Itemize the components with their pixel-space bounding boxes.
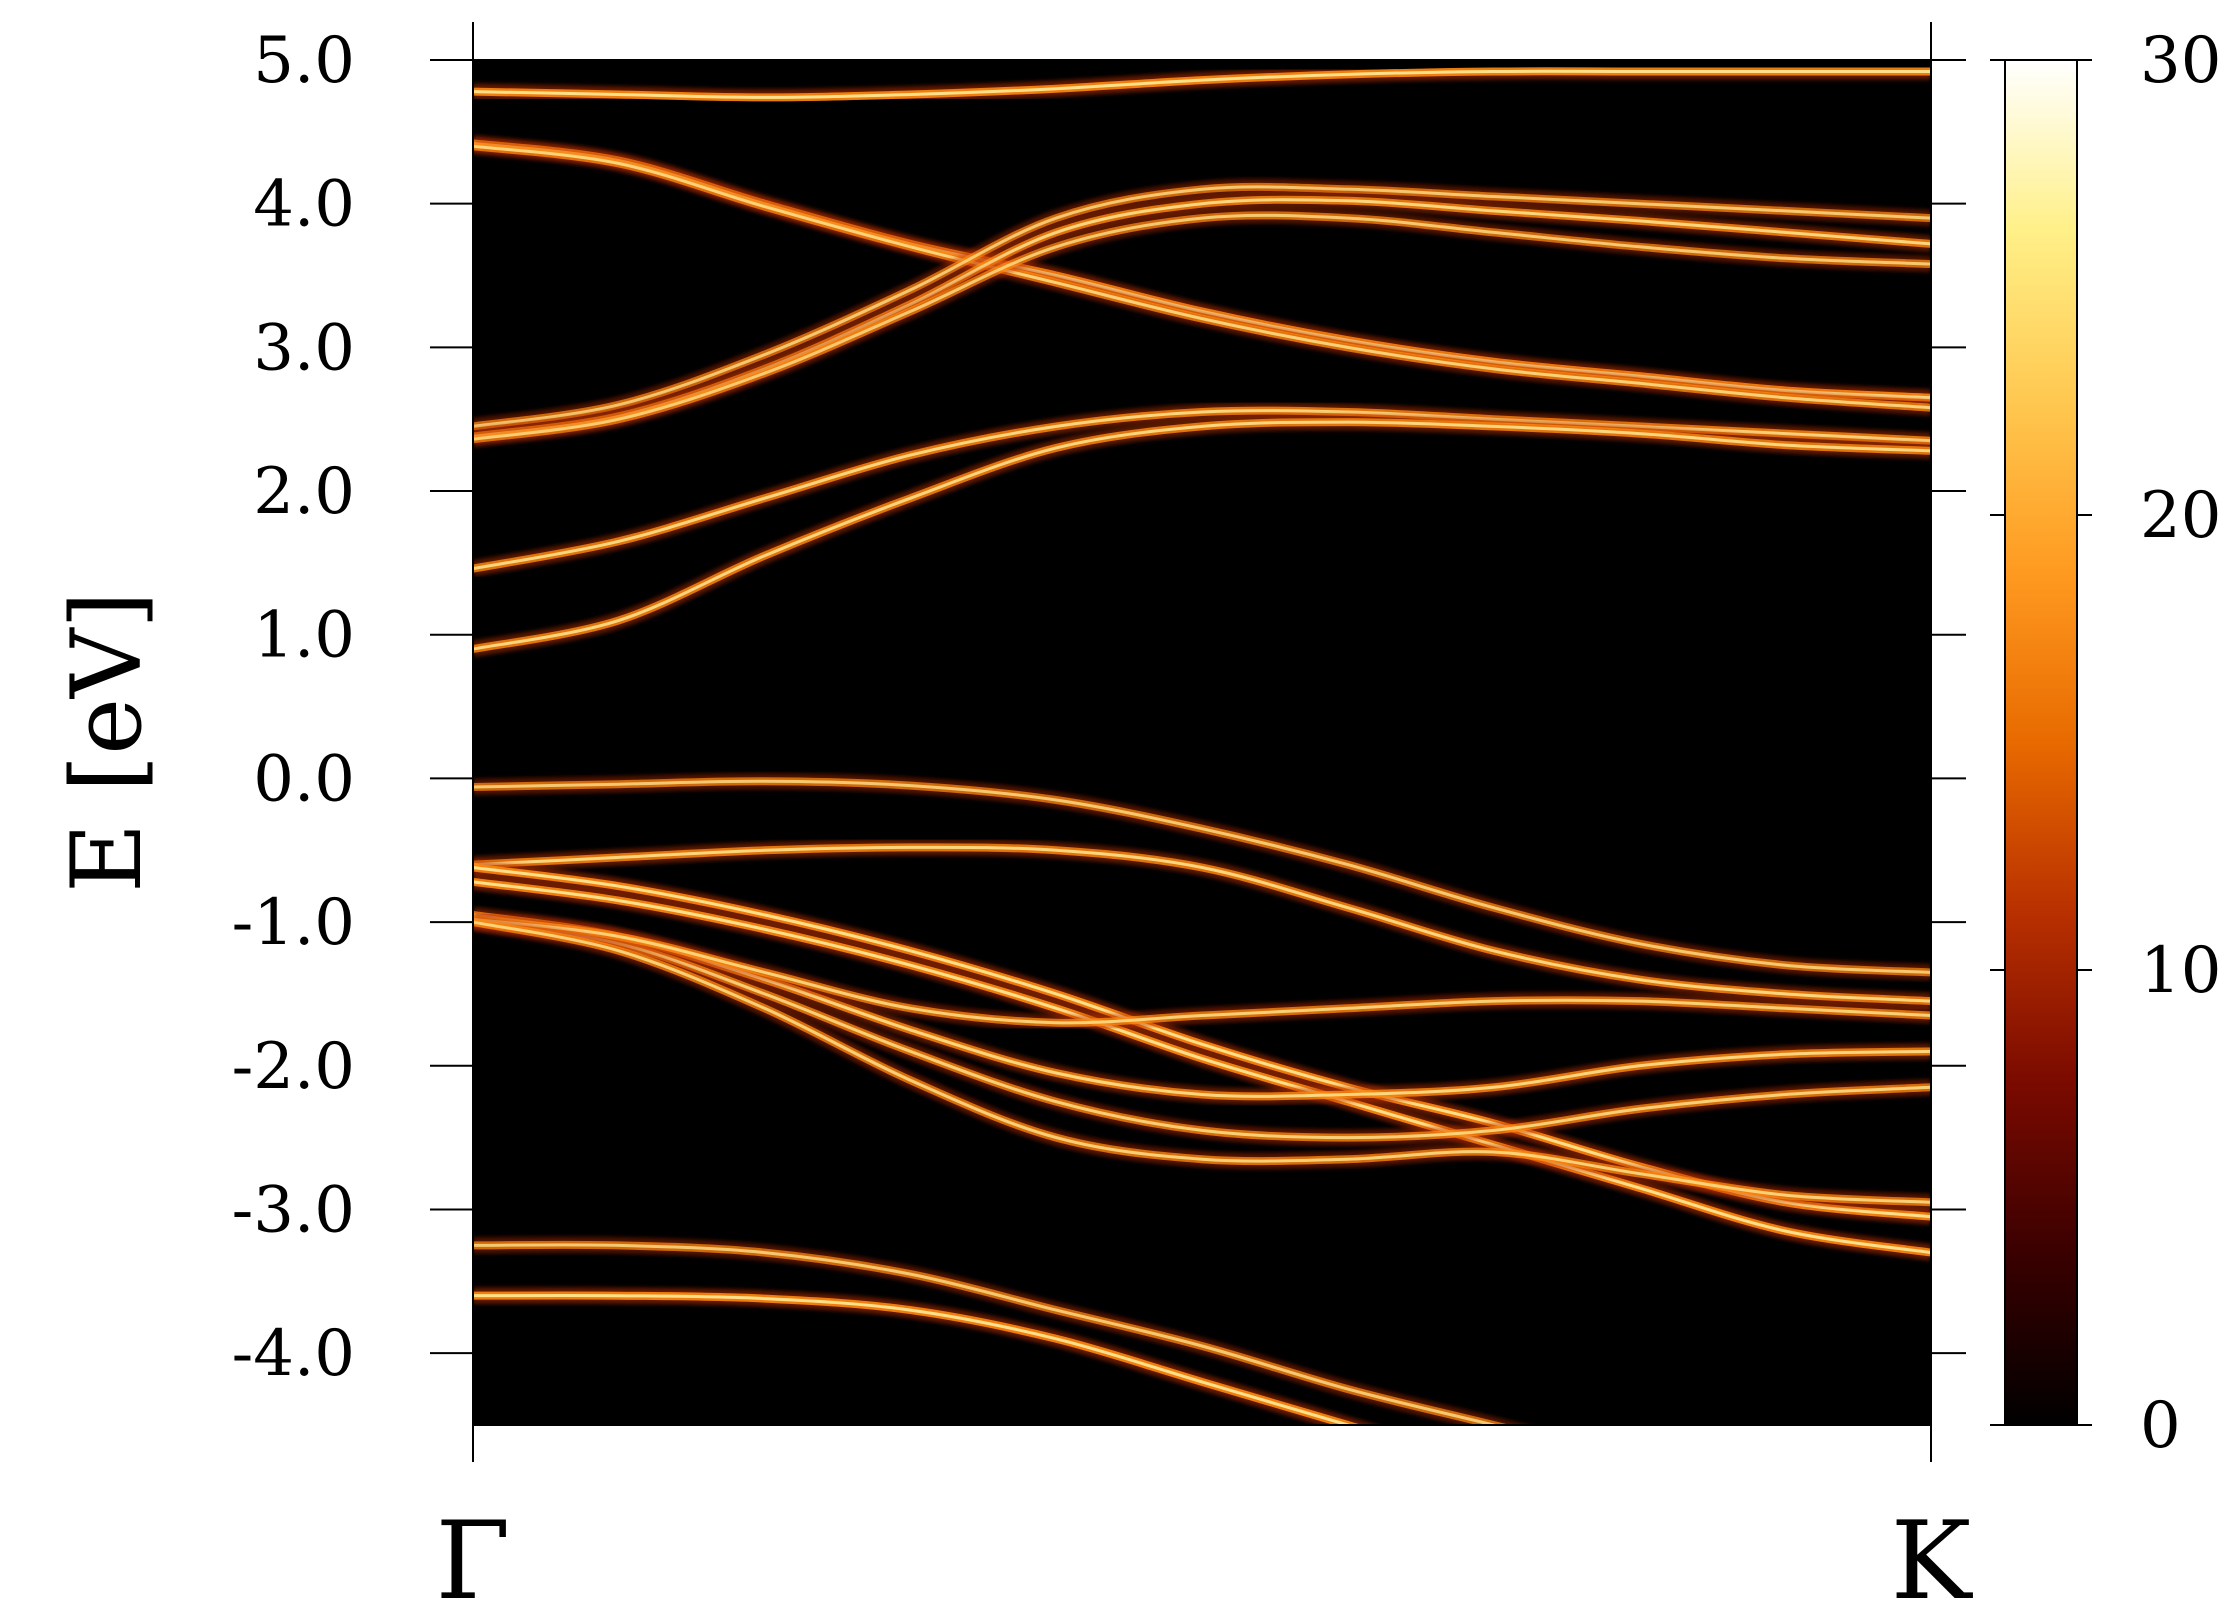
y-tick-label: 1.0	[253, 599, 355, 673]
colorbar	[2004, 59, 2078, 1426]
colorbar-tick-label: 10	[2140, 934, 2221, 1008]
band-6	[473, 207, 1931, 448]
colorbar-axis: 0 10 20 30	[1990, 24, 2221, 1463]
bands-layer	[473, 63, 1931, 1425]
band-1	[473, 63, 1931, 106]
x-tick-label: Γ	[436, 1499, 511, 1618]
band-4	[473, 178, 1931, 435]
y-tick-label: 4.0	[253, 168, 355, 242]
band-10	[473, 839, 1931, 1010]
y-tick-label: 5.0	[253, 24, 355, 98]
band-9	[473, 773, 1931, 981]
colorbar-tick-label: 0	[2140, 1389, 2181, 1463]
y-tick-label: 2.0	[253, 455, 355, 529]
band-18	[473, 1287, 1376, 1425]
band-16	[473, 914, 1931, 1211]
y-axis-title: E [eV]	[51, 591, 163, 893]
plot-frame	[472, 59, 1932, 1426]
y-tick-label: 3.0	[253, 311, 355, 385]
band-8	[473, 414, 1931, 657]
band-7	[473, 402, 1931, 577]
band-12	[473, 873, 1931, 1261]
colorbar-tick-label: 30	[2140, 24, 2221, 98]
colorbar-tick-label: 20	[2140, 479, 2221, 553]
band-17	[473, 1236, 1528, 1425]
y-tick-label: -1.0	[232, 886, 355, 960]
y-tick-label: -3.0	[232, 1173, 355, 1247]
x-tick-label: K	[1891, 1499, 1974, 1618]
band-3	[473, 138, 1931, 416]
y-tick-label: 0.0	[253, 742, 355, 816]
y-tick-label: -2.0	[232, 1030, 355, 1104]
band-14	[473, 914, 1931, 1146]
y-axis: 5.0 4.0 3.0 2.0 1.0 0.0 -1.0 -2.0 -3.0 -4.0	[232, 24, 1966, 1391]
plot-background	[473, 60, 1931, 1425]
band-15	[473, 911, 1931, 1031]
y-tick-label: -4.0	[232, 1317, 355, 1391]
